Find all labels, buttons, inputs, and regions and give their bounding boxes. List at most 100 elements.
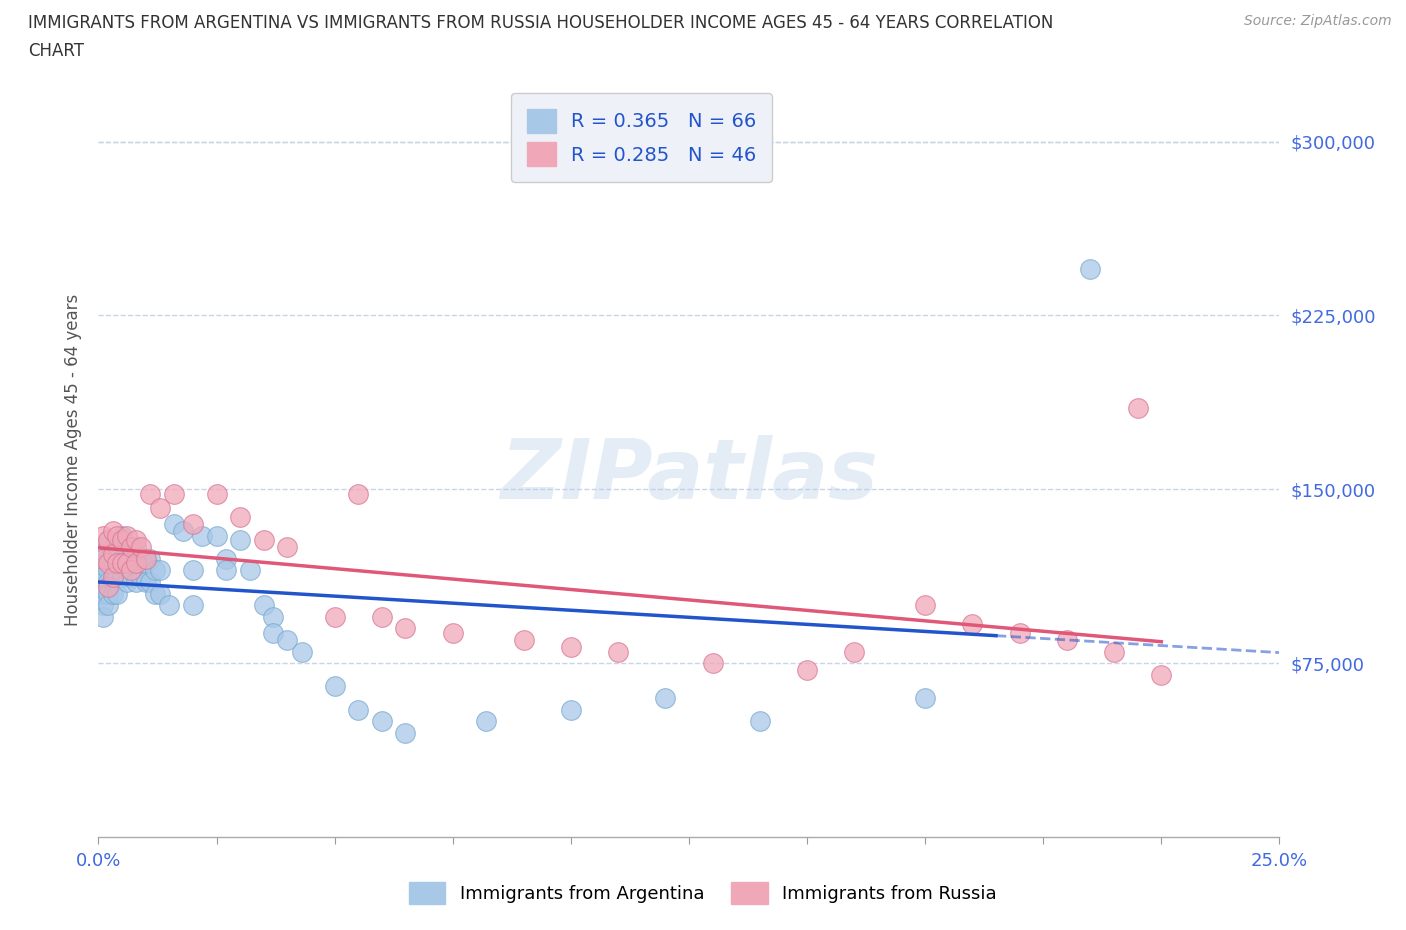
Point (125, 539, 148, 554)
Y-axis label: Householder Income Ages 45 - 64 years: Householder Income Ages 45 - 64 years (65, 294, 83, 627)
Point (181, 563, 204, 578)
Point (125, 575, 148, 590)
Point (262, 609, 284, 624)
Point (844, 644, 866, 659)
Point (105, 539, 128, 554)
Point (111, 528, 134, 543)
Point (441, 626, 464, 641)
Point (654, 690, 676, 705)
Point (91, 563, 114, 578)
Point (394, 621, 416, 636)
Point (97, 586, 120, 601)
Point (347, 486, 370, 501)
Point (560, 640, 582, 655)
Point (111, 570, 134, 585)
Legend: R = 0.365   N = 66, R = 0.285   N = 46: R = 0.365 N = 66, R = 0.285 N = 46 (512, 93, 772, 181)
Point (121, 551, 143, 566)
Point (121, 539, 143, 554)
Point (101, 547, 124, 562)
Point (129, 539, 152, 554)
Point (215, 551, 238, 566)
Point (748, 713, 770, 728)
Point (347, 702, 370, 717)
Point (91, 609, 114, 624)
Point (97, 533, 120, 548)
Point (1056, 632, 1078, 647)
Point (560, 702, 582, 717)
Point (139, 551, 162, 566)
Point (181, 517, 204, 532)
Point (121, 563, 143, 578)
Point (91, 539, 114, 554)
Point (229, 533, 252, 548)
Point (135, 575, 157, 590)
Point (149, 563, 172, 578)
Point (135, 556, 157, 571)
Point (205, 528, 228, 543)
Point (101, 524, 124, 538)
Point (149, 586, 172, 601)
Point (105, 570, 128, 585)
Point (105, 586, 128, 601)
Point (105, 556, 128, 571)
Point (702, 656, 724, 671)
Point (1126, 401, 1149, 416)
Point (115, 539, 138, 554)
Point (115, 528, 138, 543)
Point (253, 598, 276, 613)
Point (143, 563, 166, 578)
Point (229, 510, 252, 525)
Point (475, 713, 498, 728)
Point (101, 556, 124, 571)
Point (135, 551, 157, 566)
Point (962, 617, 984, 631)
Point (276, 632, 298, 647)
Point (394, 725, 416, 740)
Point (139, 486, 162, 501)
Point (105, 556, 128, 571)
Point (323, 609, 346, 624)
Point (512, 632, 534, 647)
Point (163, 517, 186, 532)
Point (91, 586, 114, 601)
Point (1150, 668, 1173, 683)
Point (101, 586, 124, 601)
Text: IMMIGRANTS FROM ARGENTINA VS IMMIGRANTS FROM RUSSIA HOUSEHOLDER INCOME AGES 45 -: IMMIGRANTS FROM ARGENTINA VS IMMIGRANTS … (28, 14, 1053, 32)
Point (97, 551, 120, 566)
Point (143, 586, 166, 601)
Point (97, 563, 120, 578)
Legend: Immigrants from Argentina, Immigrants from Russia: Immigrants from Argentina, Immigrants fr… (402, 875, 1004, 911)
Point (191, 528, 214, 543)
Point (239, 563, 262, 578)
Point (914, 598, 936, 613)
Text: Source: ZipAtlas.com: Source: ZipAtlas.com (1244, 14, 1392, 28)
Point (1080, 261, 1102, 276)
Point (115, 556, 138, 571)
Text: CHART: CHART (28, 42, 84, 60)
Point (129, 551, 152, 566)
Point (105, 528, 128, 543)
Point (97, 575, 120, 590)
Text: ZIPatlas: ZIPatlas (501, 435, 877, 516)
Point (276, 539, 298, 554)
Point (115, 556, 138, 571)
Point (139, 575, 162, 590)
Point (121, 570, 143, 585)
Point (163, 486, 186, 501)
Point (111, 551, 134, 566)
Point (101, 570, 124, 585)
Point (181, 598, 204, 613)
Point (371, 713, 394, 728)
Point (215, 563, 238, 578)
Point (205, 486, 228, 501)
Point (1008, 626, 1031, 641)
Point (796, 663, 818, 678)
Point (91, 598, 114, 613)
Point (607, 644, 630, 659)
Point (101, 575, 124, 590)
Point (125, 556, 148, 571)
Point (149, 500, 172, 515)
Point (101, 539, 124, 554)
Point (91, 575, 114, 590)
Point (371, 609, 394, 624)
